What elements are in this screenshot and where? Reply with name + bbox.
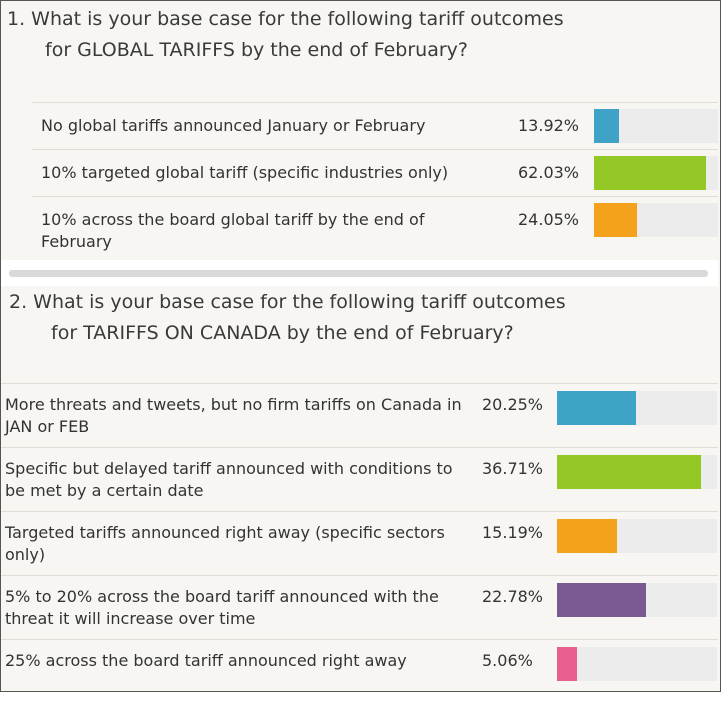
- option-percent: 36.71%: [482, 459, 544, 478]
- option-row: 5% to 20% across the board tariff announ…: [1, 575, 718, 639]
- option-percent: 62.03%: [518, 163, 580, 182]
- option-label: Specific but delayed tariff announced wi…: [5, 459, 453, 500]
- result-bar-track: [557, 391, 717, 425]
- option-percent: 5.06%: [482, 651, 533, 670]
- option-row: 10% across the board global tariff by th…: [32, 196, 718, 251]
- result-bar: [557, 391, 636, 425]
- result-bar: [594, 156, 706, 190]
- result-bar-track: [557, 455, 717, 489]
- question-1-title-line2: for GLOBAL TARIFFS by the end of Februar…: [45, 39, 468, 61]
- result-bar: [557, 647, 577, 681]
- result-bar: [594, 109, 619, 143]
- result-bar-track: [557, 647, 717, 681]
- option-label: 25% across the board tariff announced ri…: [5, 651, 407, 670]
- question-2-options: More threats and tweets, but no firm tar…: [1, 383, 718, 703]
- question-1-options: No global tariffs announced January or F…: [32, 102, 718, 251]
- option-label: 10% targeted global tariff (specific ind…: [41, 163, 449, 182]
- option-row: More threats and tweets, but no firm tar…: [1, 383, 718, 447]
- result-bar-track: [594, 203, 718, 237]
- question-2-title-line1: 2. What is your base case for the follow…: [9, 291, 566, 313]
- result-bar-track: [557, 583, 717, 617]
- question-2-panel: 2. What is your base case for the follow…: [1, 286, 718, 690]
- option-label: Targeted tariffs announced right away (s…: [5, 523, 445, 564]
- option-percent: 20.25%: [482, 395, 544, 414]
- option-label: No global tariffs announced January or F…: [41, 116, 426, 135]
- option-row: Specific but delayed tariff announced wi…: [1, 447, 718, 511]
- option-label: 10% across the board global tariff by th…: [41, 210, 425, 251]
- result-bar: [594, 203, 637, 237]
- option-percent: 15.19%: [482, 523, 544, 542]
- option-percent: 22.78%: [482, 587, 544, 606]
- option-label: More threats and tweets, but no firm tar…: [5, 395, 462, 436]
- option-row: Targeted tariffs announced right away (s…: [1, 511, 718, 575]
- option-row: 25% across the board tariff announced ri…: [1, 639, 718, 703]
- option-row: No global tariffs announced January or F…: [32, 102, 718, 149]
- question-1-panel: 1. What is your base case for the follow…: [1, 1, 718, 260]
- option-percent: 24.05%: [518, 210, 580, 229]
- result-bar: [557, 455, 701, 489]
- question-2-title-line2: for TARIFFS ON CANADA by the end of Febr…: [51, 322, 514, 344]
- question-1-title-line1: 1. What is your base case for the follow…: [7, 8, 564, 30]
- option-row: 10% targeted global tariff (specific ind…: [32, 149, 718, 196]
- question-1-title: 1. What is your base case for the follow…: [7, 4, 564, 66]
- question-separator: [9, 270, 708, 277]
- result-bar: [557, 583, 646, 617]
- result-bar-track: [594, 156, 718, 190]
- question-2-title: 2. What is your base case for the follow…: [9, 287, 566, 349]
- result-bar: [557, 519, 617, 553]
- option-label: 5% to 20% across the board tariff announ…: [5, 587, 439, 628]
- option-percent: 13.92%: [518, 116, 580, 135]
- result-bar-track: [594, 109, 718, 143]
- result-bar-track: [557, 519, 717, 553]
